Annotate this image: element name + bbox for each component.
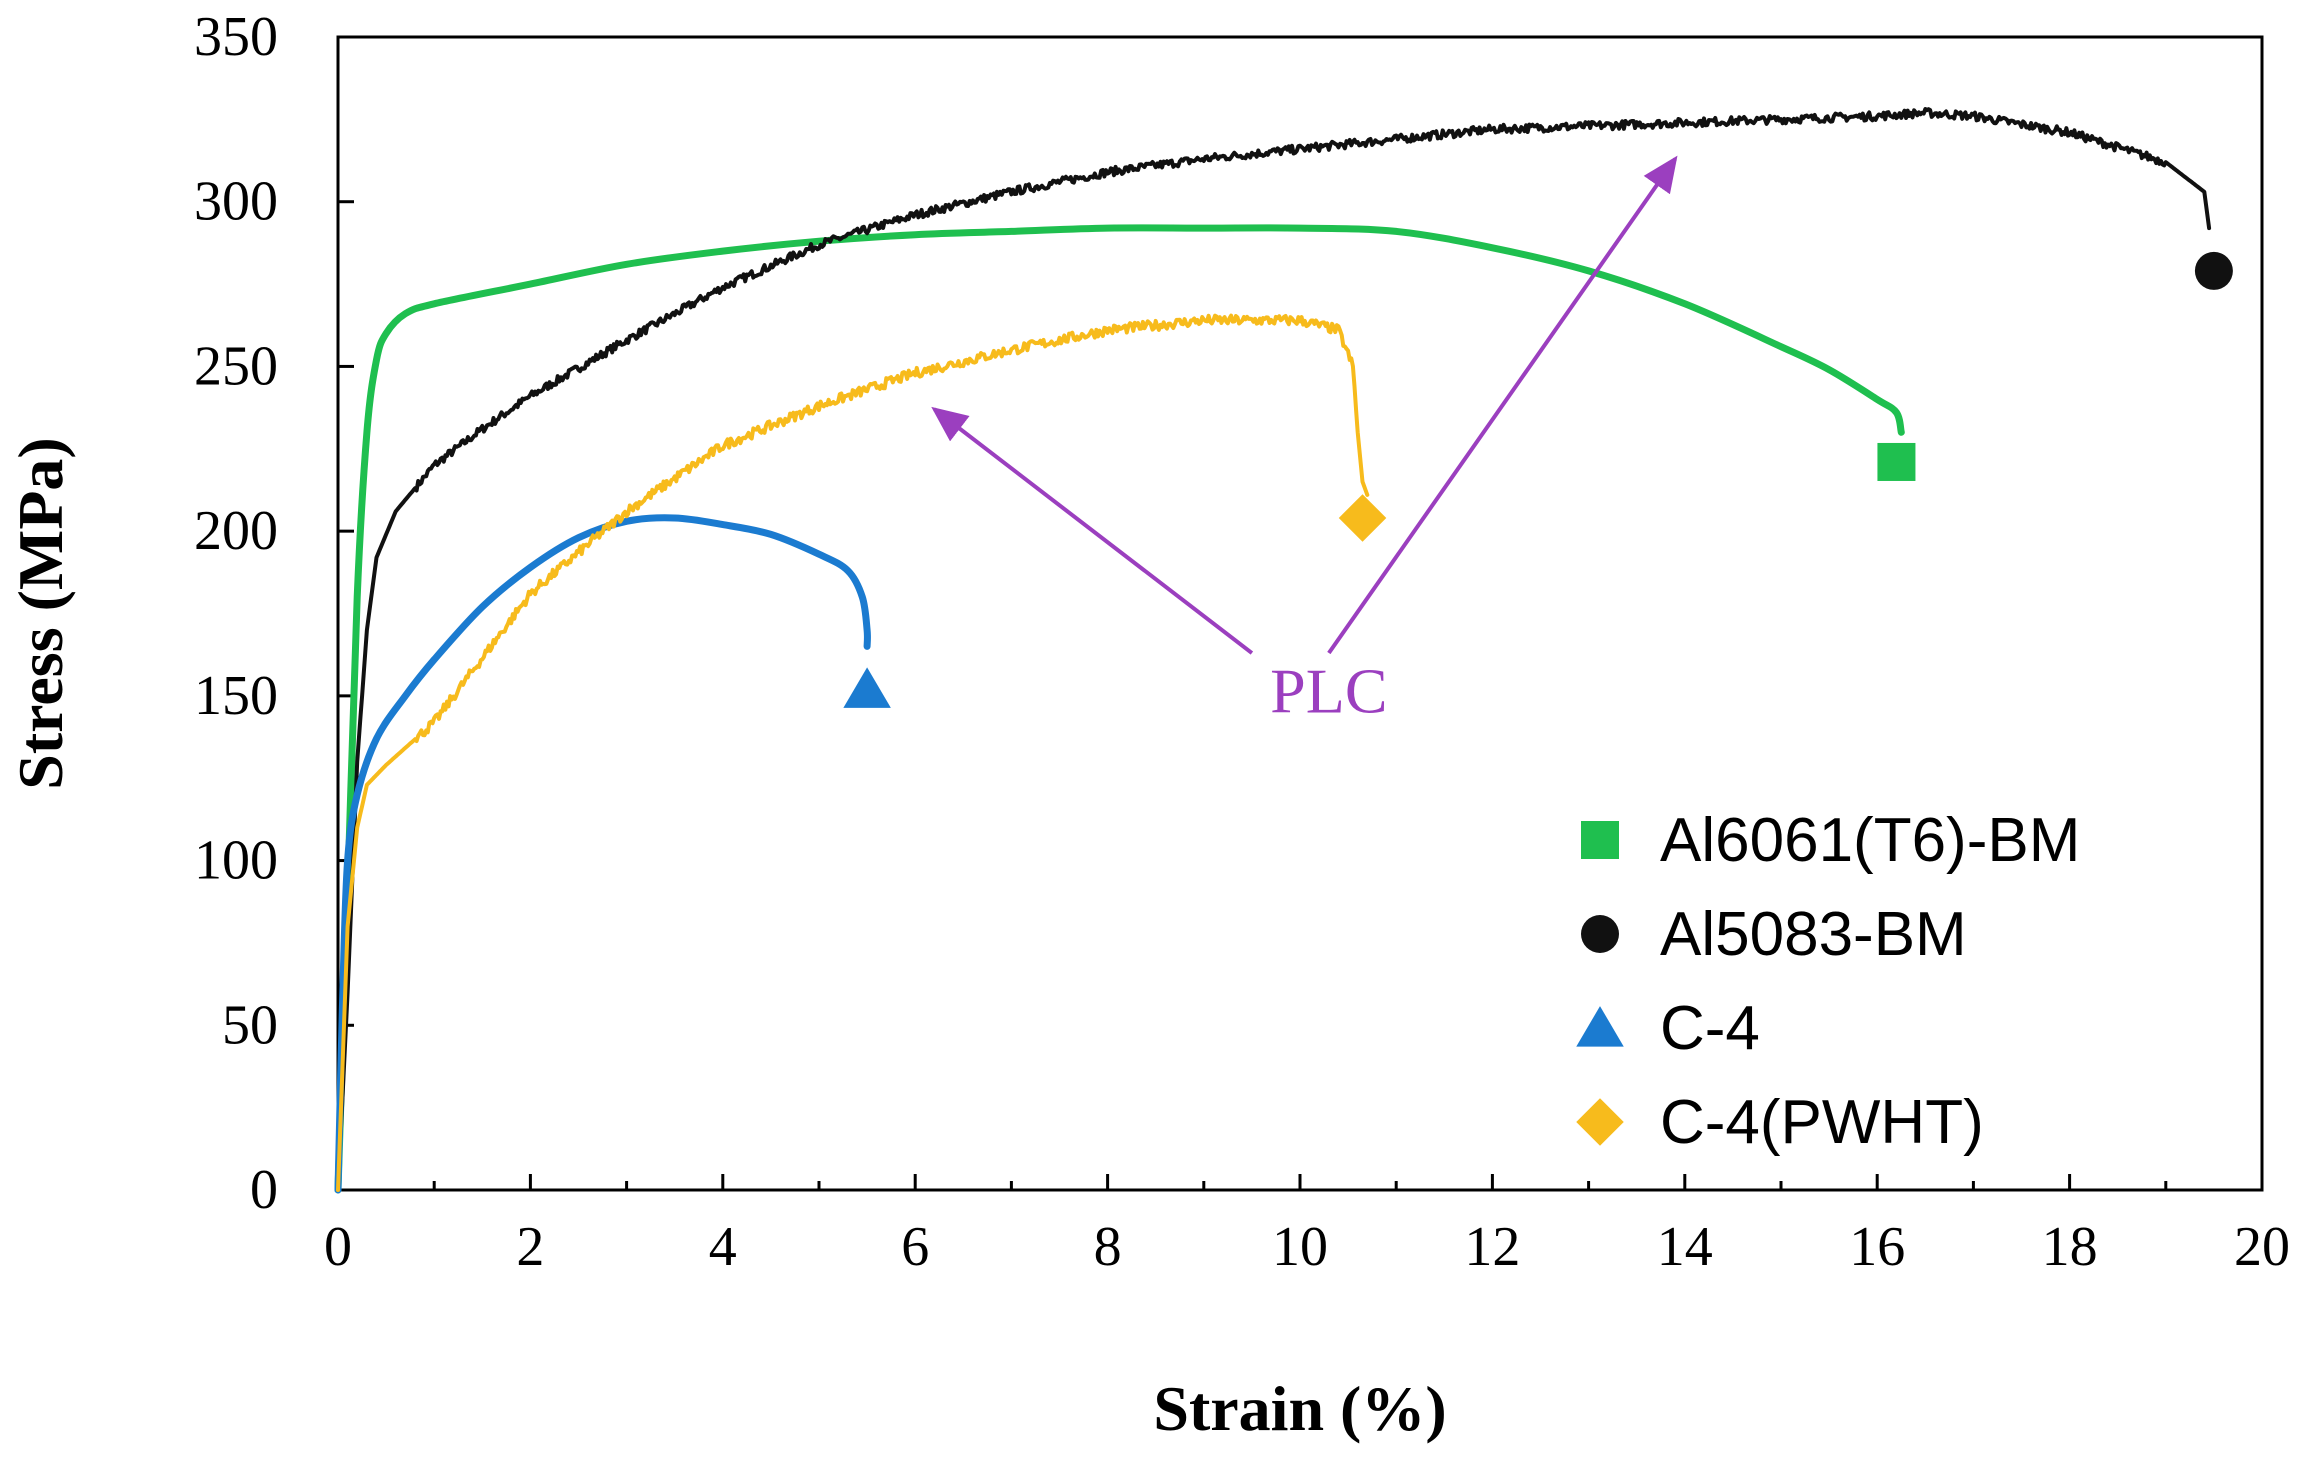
- x-axis-title: Strain (%): [1153, 1373, 1446, 1444]
- end-marker-triangle: [843, 667, 891, 708]
- x-tick-label: 8: [1094, 1216, 1122, 1278]
- plc-arrow: [931, 406, 1254, 655]
- legend-label: C-4(PWHT): [1660, 1088, 1984, 1157]
- x-tick-label: 10: [1272, 1216, 1328, 1278]
- legend-swatch-square: [1581, 821, 1619, 859]
- series-line-c-4-pwht-: [336, 313, 1370, 1192]
- legend-swatch-triangle: [1576, 1006, 1624, 1047]
- y-tick-label: 250: [194, 335, 278, 397]
- x-tick-label: 6: [901, 1216, 929, 1278]
- y-tick-label: 200: [194, 500, 278, 562]
- end-marker-square: [1877, 442, 1916, 481]
- x-tick-label: 4: [709, 1216, 737, 1278]
- end-marker-diamond: [1338, 494, 1387, 542]
- end-markers: [843, 251, 2233, 708]
- plc-annotation-label: PLC: [1270, 656, 1387, 727]
- y-tick-label: 0: [250, 1159, 278, 1221]
- legend-label: C-4: [1660, 994, 1760, 1063]
- plc-arrow: [1327, 155, 1678, 655]
- annotations: PLC: [931, 155, 1678, 727]
- legend: Al6061(T6)-BM Al5083-BM C-4 C-4(PWHT): [1576, 806, 2080, 1157]
- plot-area-frame: [336, 35, 2264, 1192]
- y-axis-title: Stress (MPa): [5, 437, 76, 790]
- series-line-al6061-t6-bm: [334, 224, 1905, 1194]
- legend-swatch-diamond: [1576, 1098, 1624, 1146]
- x-tick-label: 14: [1657, 1216, 1713, 1278]
- series-line-c-4: [334, 514, 871, 1194]
- series-line-al5083-bm: [336, 107, 2212, 1192]
- x-tick-label: 0: [324, 1216, 352, 1278]
- x-tick-label: 2: [516, 1216, 544, 1278]
- y-tick-label: 100: [194, 830, 278, 892]
- x-tick-label: 20: [2234, 1216, 2290, 1278]
- series-lines: [334, 107, 2212, 1194]
- x-tick-label: 12: [1464, 1216, 1520, 1278]
- y-tick-label: 150: [194, 665, 278, 727]
- x-tick-label: 16: [1849, 1216, 1905, 1278]
- x-tick-label: 18: [2042, 1216, 2098, 1278]
- legend-label: Al6061(T6)-BM: [1660, 806, 2080, 875]
- y-tick-label: 50: [222, 994, 278, 1056]
- end-marker-circle: [2194, 251, 2233, 290]
- legend-swatch-circle: [1581, 915, 1619, 953]
- y-tick-label: 300: [194, 171, 278, 233]
- legend-label: Al5083-BM: [1660, 900, 1967, 969]
- y-tick-label: 350: [194, 6, 278, 68]
